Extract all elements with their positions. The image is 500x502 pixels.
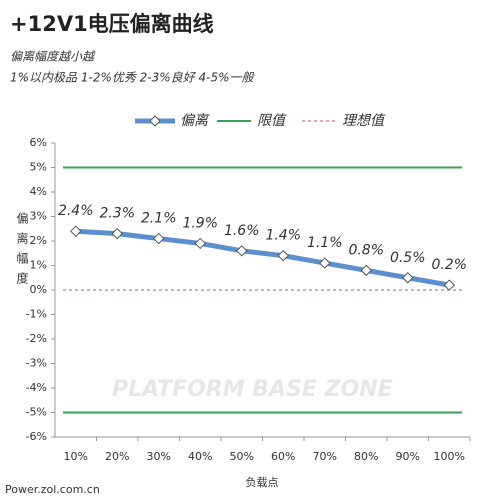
y-tick-label: 0%: [30, 283, 47, 296]
x-tick-label: 100%: [434, 450, 465, 463]
x-tick-label: 20%: [105, 450, 129, 463]
y-tick-label: 6%: [30, 136, 47, 149]
y-tick-label: 4%: [30, 185, 47, 198]
value-label: 1.6%: [224, 223, 260, 239]
marker: [319, 257, 331, 269]
x-tick-label: 60%: [271, 450, 295, 463]
x-tick-label: 80%: [354, 450, 378, 463]
marker: [360, 264, 372, 277]
y-tick-label: 5%: [30, 161, 47, 174]
value-label: 0.5%: [390, 250, 426, 266]
x-tick-label: 30%: [147, 450, 171, 463]
subtitle: 1%以内极品 1-2%优秀 2-3%良好 4-5%一般: [10, 71, 255, 85]
y-tick-label: 3%: [30, 210, 47, 223]
subtitle: 偏离幅度越小越: [10, 50, 96, 64]
value-label: 2.1%: [141, 211, 177, 227]
y-tick-label: -6%: [26, 430, 47, 443]
x-tick-label: 50%: [230, 450, 254, 463]
marker: [402, 272, 414, 284]
marker: [153, 232, 165, 245]
x-tick-label: 90%: [396, 450, 420, 463]
value-label: 1.4%: [265, 228, 301, 244]
y-axis-label: 偏离幅度: [15, 211, 29, 292]
y-tick-label: -3%: [26, 357, 47, 370]
y-tick-label: -1%: [26, 308, 47, 321]
marker: [236, 245, 248, 257]
value-label: 0.2%: [431, 257, 467, 273]
legend-marker: [149, 115, 161, 127]
value-label: 1.9%: [182, 215, 218, 231]
y-tick-label: -4%: [26, 381, 47, 394]
marker: [111, 227, 123, 240]
source: Power.zol.com.cn: [5, 483, 100, 496]
x-tick-label: 40%: [188, 450, 212, 463]
marker: [194, 237, 206, 250]
legend-label: 限值: [257, 113, 287, 129]
chart-title: +12V1电压偏离曲线: [10, 12, 214, 36]
value-label: 0.8%: [348, 242, 384, 258]
legend-label: 偏离: [180, 113, 210, 129]
x-tick-label: 70%: [313, 450, 337, 463]
y-tick-label: 2%: [30, 234, 47, 247]
value-label: 1.1%: [307, 235, 343, 251]
value-label: 2.3%: [99, 206, 135, 222]
x-axis-label: 负载点: [246, 475, 279, 489]
series-line: [75, 228, 450, 288]
y-tick-label: -5%: [26, 406, 47, 419]
watermark: PLATFORM BASE ZONE: [112, 377, 393, 402]
value-label: 2.4%: [58, 203, 94, 219]
legend-label: 理想值: [342, 113, 386, 129]
marker: [277, 249, 289, 262]
y-tick-label: -2%: [26, 332, 47, 345]
x-tick-label: 10%: [64, 450, 88, 463]
marker: [70, 225, 82, 237]
marker: [443, 279, 455, 291]
y-tick-label: 1%: [30, 259, 47, 272]
